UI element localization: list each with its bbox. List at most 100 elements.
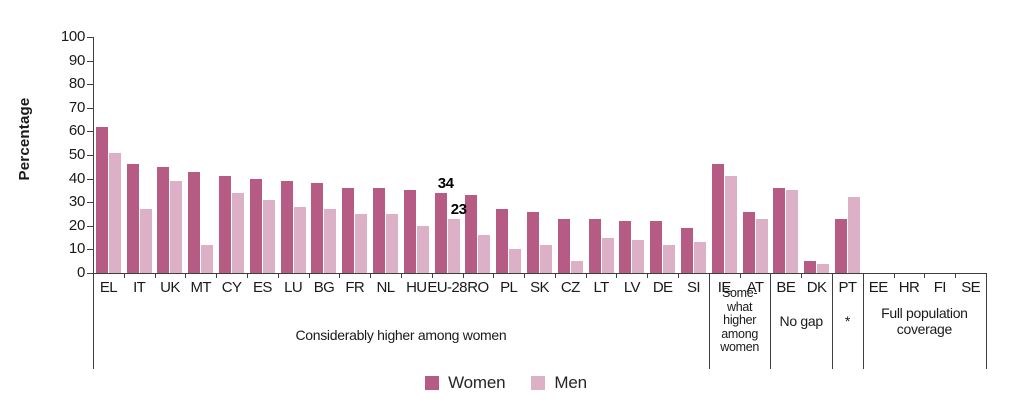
bar-women-FR bbox=[342, 188, 355, 273]
y-tick-mark bbox=[87, 155, 93, 156]
category-label-PL: PL bbox=[500, 279, 518, 296]
legend-swatch-women bbox=[425, 376, 440, 390]
group-divider bbox=[708, 273, 710, 369]
bar-men-SK bbox=[540, 244, 552, 273]
bar-women-NL bbox=[373, 188, 386, 273]
y-tick-label: 10 bbox=[68, 240, 85, 258]
bar-men-CY bbox=[232, 192, 245, 273]
bar-women-CY bbox=[219, 176, 232, 273]
x-tick-mark bbox=[216, 274, 218, 278]
x-tick-mark bbox=[893, 274, 895, 278]
group-divider bbox=[770, 273, 772, 369]
bar-women-DE bbox=[650, 221, 663, 273]
bar-men-EU-28 bbox=[447, 218, 460, 273]
category-label-AT: AT bbox=[746, 279, 764, 296]
x-tick-mark bbox=[154, 274, 156, 278]
y-tick-label: 100 bbox=[60, 28, 85, 45]
x-tick-mark bbox=[185, 274, 187, 278]
y-tick-mark bbox=[87, 202, 93, 204]
x-axis-line bbox=[93, 273, 986, 274]
y-tick-label: 60 bbox=[68, 122, 85, 140]
category-label-SK: SK bbox=[530, 279, 549, 296]
bar-men-SI bbox=[693, 242, 706, 273]
x-tick-mark bbox=[123, 274, 125, 278]
bar-women-LU bbox=[280, 180, 293, 273]
group-label-3: * bbox=[844, 313, 850, 329]
bar-men-LV bbox=[632, 239, 645, 273]
bar-men-MT bbox=[201, 244, 214, 273]
y-tick-mark bbox=[87, 178, 93, 180]
y-tick-mark bbox=[87, 107, 93, 109]
bar-women-LV bbox=[619, 221, 632, 273]
category-label-FR: FR bbox=[345, 279, 365, 296]
y-axis-title: Percentage bbox=[16, 97, 33, 181]
category-label-ES: ES bbox=[252, 279, 272, 296]
x-tick-mark bbox=[308, 274, 310, 278]
category-label-PT: PT bbox=[838, 279, 857, 296]
x-tick-mark bbox=[524, 274, 526, 278]
y-tick-mark bbox=[87, 37, 93, 38]
category-label-MT: MT bbox=[190, 279, 212, 296]
category-label-BG: BG bbox=[313, 279, 335, 296]
bar-men-PT bbox=[847, 197, 860, 273]
data-label-EU-28-women: 34 bbox=[437, 174, 454, 192]
group-divider bbox=[986, 273, 987, 369]
category-label-NL: NL bbox=[376, 279, 396, 296]
category-label-EE: EE bbox=[868, 279, 888, 296]
x-tick-mark bbox=[339, 274, 341, 278]
bar-women-SI bbox=[680, 228, 693, 273]
category-label-UK: UK bbox=[160, 279, 180, 296]
x-tick-mark bbox=[955, 274, 957, 278]
group-divider bbox=[862, 273, 864, 369]
bar-men-IT bbox=[139, 209, 152, 273]
x-tick-mark bbox=[462, 274, 464, 278]
y-tick-mark bbox=[87, 131, 93, 133]
legend-label-women: Women bbox=[448, 373, 506, 392]
y-axis-line bbox=[93, 37, 94, 369]
data-label-EU-28-men: 23 bbox=[450, 200, 467, 218]
y-tick-label: 80 bbox=[68, 75, 85, 93]
category-label-IE: IE bbox=[717, 279, 732, 296]
bar-women-AT bbox=[742, 211, 755, 273]
category-label-LV: LV bbox=[623, 279, 641, 296]
group-label-2: No gap bbox=[779, 313, 824, 329]
category-label-CZ: CZ bbox=[560, 279, 580, 296]
bar-women-LT bbox=[588, 218, 601, 273]
bar-men-CZ bbox=[570, 261, 583, 273]
bar-men-DE bbox=[663, 244, 676, 273]
group-label-0: Considerably higher among women bbox=[295, 327, 507, 343]
y-tick-label: 20 bbox=[68, 216, 85, 234]
category-label-LT: LT bbox=[593, 279, 609, 296]
group-label-1: Some-what higher among women bbox=[720, 286, 760, 355]
bar-men-IE bbox=[724, 176, 737, 273]
bar-women-PT bbox=[834, 218, 847, 273]
bar-women-PL bbox=[496, 209, 509, 273]
y-tick-mark bbox=[87, 225, 93, 227]
x-tick-mark bbox=[493, 274, 495, 278]
bar-men-BG bbox=[324, 209, 337, 273]
category-label-HR: HR bbox=[898, 279, 920, 296]
bar-men-UK bbox=[170, 180, 183, 273]
x-tick-mark bbox=[370, 274, 372, 278]
x-tick-mark bbox=[431, 274, 433, 278]
category-label-SI: SI bbox=[686, 279, 701, 296]
bar-women-SK bbox=[527, 211, 539, 273]
bar-women-HU bbox=[403, 190, 416, 273]
legend-swatch-men bbox=[531, 376, 546, 390]
legend-entry-men: Men bbox=[531, 373, 587, 393]
x-tick-mark bbox=[678, 274, 680, 278]
category-label-IT: IT bbox=[133, 279, 146, 296]
x-tick-mark bbox=[801, 274, 803, 278]
category-label-EU-28: EU-28 bbox=[427, 279, 467, 296]
x-tick-mark bbox=[277, 274, 279, 278]
y-tick-label: 70 bbox=[68, 98, 85, 116]
bar-women-RO bbox=[465, 195, 478, 273]
x-tick-mark bbox=[647, 274, 649, 278]
x-tick-mark bbox=[246, 274, 248, 278]
bar-men-BE bbox=[786, 190, 799, 273]
bar-men-AT bbox=[755, 218, 768, 273]
category-label-LU: LU bbox=[284, 279, 303, 296]
y-tick-mark bbox=[87, 273, 93, 274]
y-tick-label: 40 bbox=[68, 169, 85, 187]
